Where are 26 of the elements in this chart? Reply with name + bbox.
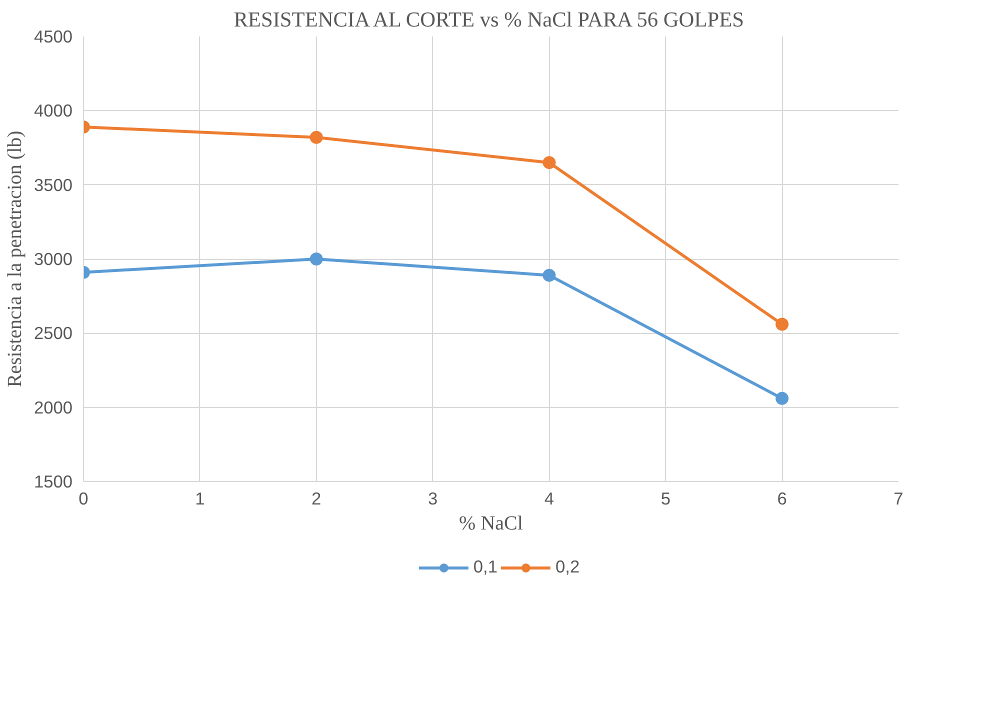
point — [310, 252, 323, 266]
x-tick-label: 5 — [660, 488, 670, 508]
y-tick-label: 4000 — [34, 100, 73, 121]
legend-label: 0,1 — [473, 556, 498, 578]
y-tick-label: 2000 — [34, 397, 73, 418]
x-tick-label: 6 — [777, 488, 787, 508]
y-tick-label: 2500 — [34, 323, 73, 344]
y-tick-label: 4500 — [34, 26, 73, 46]
x-axis-title: % NaCl — [459, 512, 524, 534]
point — [310, 130, 323, 144]
x-tick-label: 1 — [195, 488, 205, 508]
point — [542, 156, 556, 170]
y-tick-label: 3000 — [34, 249, 73, 269]
y-tick-label: 1500 — [34, 472, 73, 492]
point — [776, 392, 789, 405]
point — [776, 318, 789, 331]
y-tick-label: 3500 — [34, 174, 73, 195]
x-tick-label: 2 — [312, 488, 322, 508]
y-axis-title: Resistencia a la penetracion (lb) — [4, 130, 26, 388]
x-tick-label: 3 — [428, 488, 438, 508]
x-tick-label: 0 — [78, 488, 88, 508]
chart-title: RESISTENCIA AL CORTE vs % NaCl PARA 56 GOLPES — [234, 8, 744, 32]
x-tick-label: 4 — [544, 488, 554, 508]
point — [542, 268, 556, 282]
legend-label: 0,2 — [556, 556, 580, 578]
x-tick-label: 7 — [894, 488, 904, 508]
